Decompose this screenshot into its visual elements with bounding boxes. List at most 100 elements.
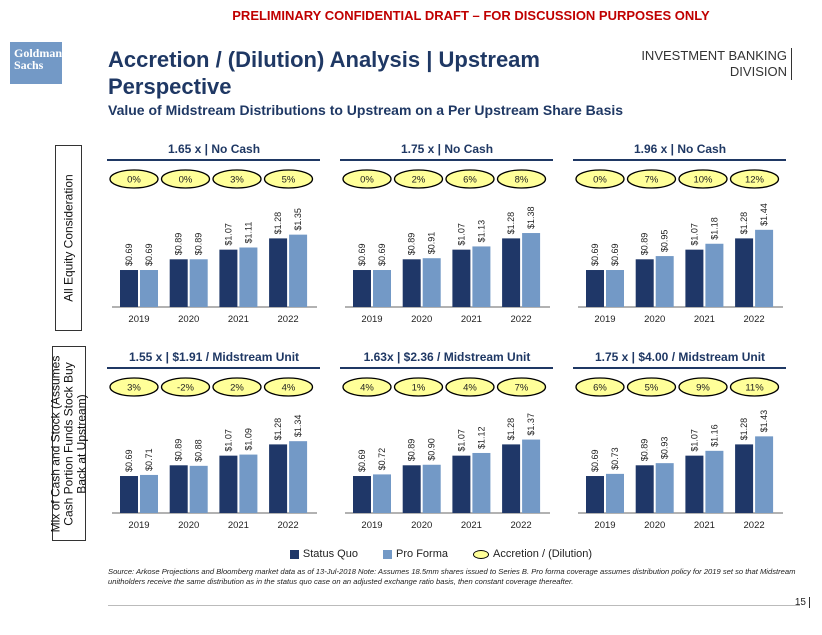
bar-pro-forma: [422, 464, 441, 513]
bar-pro-forma: [755, 229, 774, 307]
bar-status-quo: [269, 238, 288, 307]
accretion-oval: [109, 377, 159, 397]
bar-status-quo: [735, 238, 754, 307]
bar-value-label: $1.28: [506, 212, 516, 235]
bar-value-label: $0.89: [174, 233, 184, 256]
bar-value-label: $1.28: [506, 418, 516, 441]
bar-pro-forma: [373, 474, 391, 513]
page-number: 15: [795, 597, 810, 608]
x-tick-label: 2021: [228, 314, 249, 325]
accretion-label: 2%: [412, 175, 426, 186]
bar-value-label: $1.07: [689, 223, 699, 246]
accretion-oval: [393, 169, 444, 189]
x-tick-label: 2020: [178, 314, 199, 325]
x-tick-label: 2019: [128, 520, 149, 531]
x-tick-label: 2019: [361, 520, 382, 531]
accretion-oval: [445, 377, 495, 397]
accretion-oval: [729, 169, 780, 189]
accretion-label: 3%: [127, 383, 141, 394]
bar-status-quo: [502, 444, 521, 513]
bar-value-label: $1.43: [759, 410, 769, 433]
source-note: Source: Arkose Projections and Bloomberg…: [108, 567, 796, 586]
bar-status-quo: [269, 444, 288, 513]
bar-value-label: $1.38: [526, 207, 536, 230]
bar-pro-forma: [606, 270, 624, 307]
bar-status-quo: [353, 270, 371, 307]
accretion-oval: [393, 377, 444, 397]
x-tick-label: 2020: [644, 314, 665, 325]
bar-value-label: $1.35: [293, 208, 303, 231]
chart-title: 1.75 x | $4.00 / Midstream Unit: [595, 350, 765, 364]
bar-status-quo: [685, 455, 704, 513]
accretion-oval: [160, 377, 211, 397]
bar-value-label: $0.72: [377, 448, 387, 471]
x-tick-label: 2022: [278, 520, 299, 531]
bar-value-label: $0.91: [427, 232, 437, 255]
accretion-label: 2%: [230, 383, 244, 394]
bar-status-quo: [219, 249, 238, 307]
accretion-oval: [678, 377, 728, 397]
accretion-label: 4%: [463, 383, 477, 394]
bar-value-label: $1.16: [709, 424, 719, 447]
accretion-oval: [575, 169, 625, 189]
accretion-label: 6%: [593, 383, 607, 394]
bar-value-label: $0.89: [407, 439, 417, 462]
bar-value-label: $0.69: [357, 243, 367, 266]
accretion-label: 8%: [515, 175, 529, 186]
x-tick-label: 2020: [411, 314, 432, 325]
bar-value-label: $1.44: [759, 203, 769, 226]
accretion-label: 7%: [645, 175, 659, 186]
x-tick-label: 2019: [128, 314, 149, 325]
accretion-label: 0%: [593, 175, 607, 186]
bar-pro-forma: [606, 473, 624, 513]
x-tick-label: 2021: [228, 520, 249, 531]
accretion-label: 0%: [127, 175, 141, 186]
bar-pro-forma: [189, 259, 208, 307]
bar-value-label: $0.69: [144, 243, 154, 266]
accretion-oval: [342, 169, 392, 189]
bar-status-quo: [452, 249, 471, 307]
bar-pro-forma: [373, 270, 391, 307]
row-label-box-all-equity: All Equity Consideration: [55, 145, 82, 331]
bar-value-label: $0.89: [174, 439, 184, 462]
accretion-oval: [212, 169, 262, 189]
bar-value-label: $0.69: [124, 449, 134, 472]
x-tick-label: 2020: [644, 520, 665, 531]
bar-value-label: $1.37: [526, 413, 536, 436]
division-line2: DIVISION: [729, 64, 787, 79]
legend: Status Quo Pro Forma Accretion / (Diluti…: [0, 548, 822, 560]
bar-status-quo: [353, 476, 371, 513]
accretion-oval: [496, 377, 547, 397]
chart-title: 1.55 x | $1.91 / Midstream Unit: [129, 350, 299, 364]
accretion-oval: [109, 169, 159, 189]
bar-value-label: $0.69: [590, 449, 600, 472]
x-tick-label: 2022: [511, 520, 532, 531]
accretion-label: 10%: [693, 175, 713, 186]
bar-pro-forma: [289, 441, 308, 513]
bar-pro-forma: [655, 463, 674, 513]
bar-pro-forma: [289, 234, 308, 307]
bar-pro-forma: [755, 436, 774, 513]
bar-status-quo: [586, 270, 604, 307]
chart-title: 1.65 x | No Cash: [168, 142, 260, 156]
x-tick-label: 2019: [594, 314, 615, 325]
accretion-oval: [263, 169, 314, 189]
bar-value-label: $0.89: [194, 233, 204, 256]
bar-pro-forma: [705, 450, 724, 513]
bar-status-quo: [685, 249, 704, 307]
footer-divider: [108, 605, 800, 606]
accretion-label: 9%: [696, 383, 710, 394]
bar-pro-forma: [422, 258, 441, 307]
bar-pro-forma: [472, 452, 491, 513]
accretion-label: 12%: [745, 175, 765, 186]
chart-title: 1.63x | $2.36 / Midstream Unit: [364, 350, 531, 364]
bar-value-label: $1.07: [456, 223, 466, 246]
bar-value-label: $0.69: [590, 243, 600, 266]
bar-status-quo: [120, 476, 138, 513]
bar-status-quo: [502, 238, 521, 307]
x-tick-label: 2022: [511, 314, 532, 325]
accretion-label: -2%: [177, 383, 194, 394]
accretion-label: 5%: [282, 175, 296, 186]
bar-value-label: $0.90: [427, 438, 437, 461]
goldman-sachs-logo: Goldman Sachs: [10, 42, 62, 84]
